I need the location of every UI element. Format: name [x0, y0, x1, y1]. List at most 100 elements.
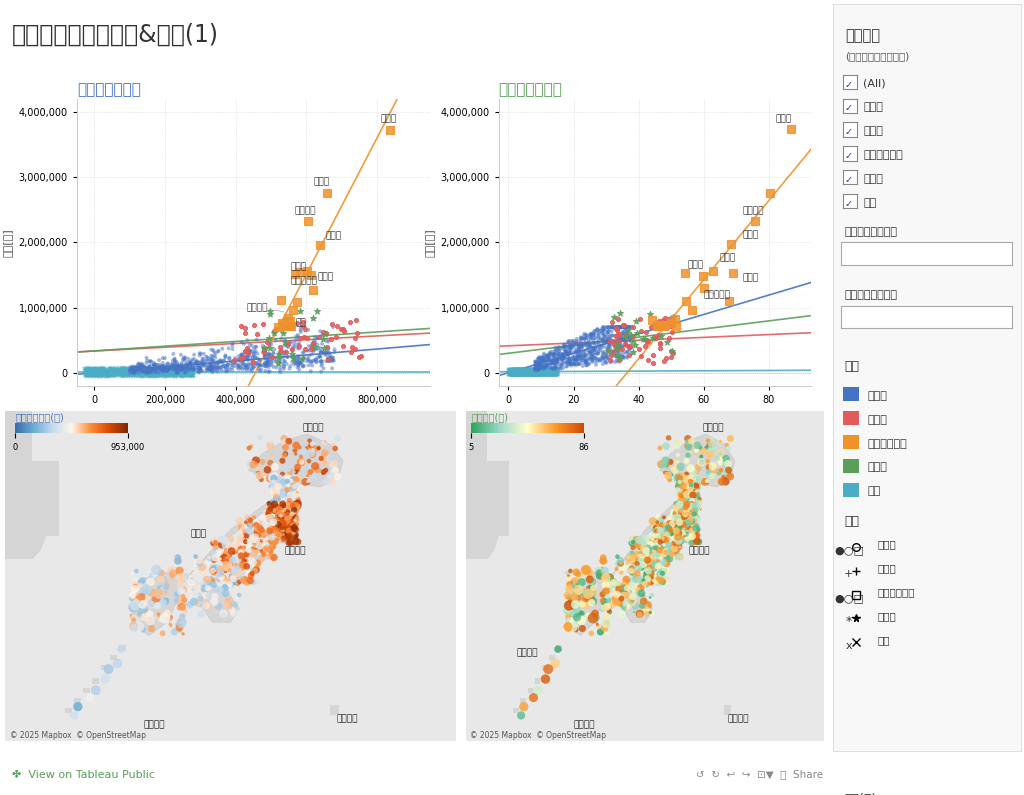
Point [181, 363, 198, 376]
Point [512, 364, 528, 377]
Point [176, 354, 193, 366]
Point [654, 575, 671, 588]
Point [160, 365, 176, 378]
Point [546, 366, 562, 379]
Point [530, 359, 547, 371]
Point [94, 362, 111, 374]
Point [172, 369, 188, 382]
Point [266, 343, 283, 355]
Point [568, 611, 585, 623]
Point [610, 313, 627, 326]
Point [190, 366, 207, 378]
Point [267, 527, 284, 540]
Point [508, 363, 524, 376]
Point [687, 480, 703, 493]
Point [101, 366, 118, 379]
Point [568, 346, 585, 359]
Point [529, 368, 546, 381]
Point [513, 363, 529, 375]
Point [528, 363, 545, 376]
Point [531, 363, 548, 376]
Point [180, 363, 197, 375]
Point [543, 367, 559, 380]
Point [595, 569, 611, 582]
Point [147, 369, 164, 382]
Point [610, 330, 627, 343]
Point [171, 364, 187, 377]
Point [528, 364, 545, 377]
Point [319, 347, 336, 359]
Point [516, 366, 532, 379]
Text: ✓: ✓ [845, 199, 853, 209]
Point [104, 370, 121, 382]
Point [162, 363, 178, 376]
Point [139, 369, 156, 382]
Point [263, 355, 280, 367]
Point [549, 351, 565, 363]
Point [573, 613, 590, 626]
Point [160, 366, 176, 378]
Point [609, 320, 626, 333]
Point [98, 364, 115, 377]
Point [146, 367, 163, 380]
Point [514, 365, 530, 378]
Point [278, 489, 294, 502]
Point [100, 368, 117, 381]
Point [722, 432, 738, 445]
Point [507, 366, 523, 379]
Point [99, 369, 116, 382]
Point [130, 362, 146, 374]
Point [76, 369, 92, 382]
Point [79, 363, 95, 375]
Point [507, 366, 523, 378]
Point [537, 366, 553, 379]
Point [259, 533, 275, 545]
Point [568, 354, 585, 366]
Point [123, 363, 139, 376]
Point [503, 364, 519, 377]
Point [305, 284, 322, 297]
Point [672, 473, 688, 486]
Point [575, 588, 592, 600]
Point [171, 367, 187, 380]
Point [135, 362, 152, 374]
Point [152, 367, 168, 380]
Point [520, 363, 537, 376]
Point [117, 363, 133, 375]
Point [126, 574, 142, 587]
Point [675, 480, 691, 493]
Point [600, 320, 616, 333]
Point [559, 356, 575, 369]
Point [163, 362, 179, 374]
Point [256, 345, 272, 358]
Point [87, 363, 103, 375]
Point [529, 363, 546, 376]
Point [87, 365, 103, 378]
Point [316, 448, 333, 460]
Point [567, 345, 584, 358]
Point [613, 343, 630, 355]
Point [548, 365, 564, 378]
Point [539, 357, 555, 370]
Point [285, 304, 301, 316]
Point [629, 537, 645, 549]
Point [565, 355, 582, 367]
Point [347, 343, 364, 355]
Point [584, 576, 600, 588]
Point [674, 475, 690, 487]
Point [221, 352, 238, 365]
Point [624, 320, 640, 333]
Point [517, 367, 534, 380]
Point [130, 366, 146, 379]
Point [177, 364, 194, 377]
Point [538, 363, 554, 375]
Point [620, 589, 636, 602]
Point [573, 343, 590, 356]
Point [207, 562, 223, 575]
Point [542, 367, 558, 380]
Point [129, 363, 145, 375]
Point [514, 367, 530, 380]
Point [614, 351, 631, 364]
Point [693, 456, 710, 468]
Point [77, 366, 93, 378]
